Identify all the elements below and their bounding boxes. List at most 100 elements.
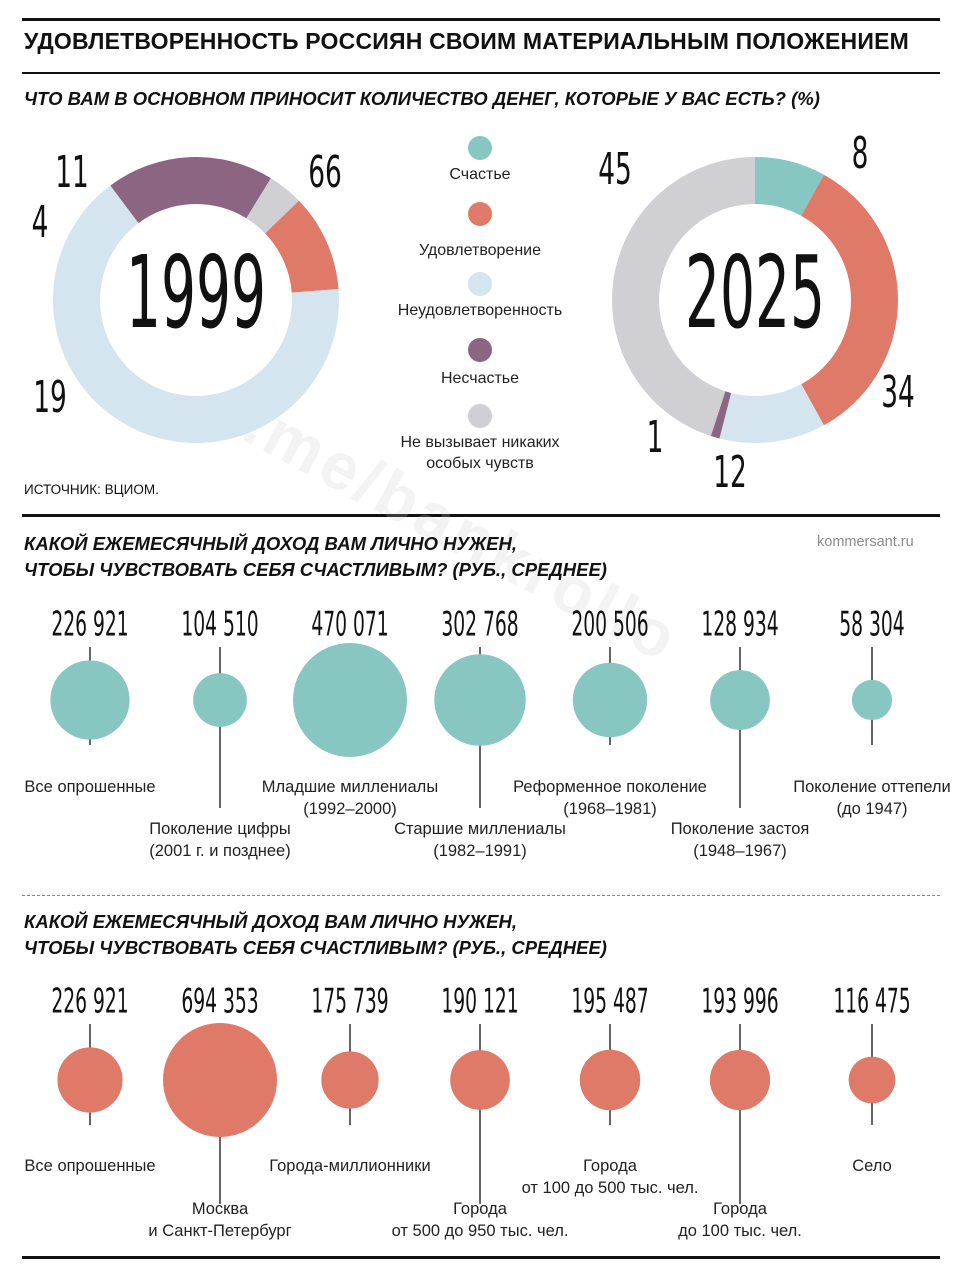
bubble-row1-bubble-3 (450, 1050, 510, 1110)
legend-unhappiness: Несчастье (380, 338, 580, 389)
bubble-row1-label-1: Москва (192, 1200, 249, 1218)
bubble-row1-sublabel-1: и Санкт-Петербург (148, 1222, 291, 1240)
legend-happiness: Счастье (380, 136, 580, 185)
donut-2025-slice-4 (612, 157, 755, 437)
donut-2025-value-label-1: 34 (881, 366, 915, 418)
donut-1999-slice-1 (265, 200, 339, 293)
bubble-row1-label-0: Все опрошенные (24, 1157, 155, 1175)
donut-1999-value-label-1: 11 (55, 146, 89, 198)
donut-2025-value-label-0: 8 (852, 127, 869, 179)
bubble-row0-label-5: Поколение застоя (671, 820, 810, 838)
bubble-row1-bubble-4 (579, 1049, 641, 1111)
bubble-row1-sublabel-3: от 500 до 950 тыс. чел. (392, 1222, 569, 1240)
section2-question-line1: КАКОЙ ЕЖЕМЕСЯЧНЫЙ ДОХОД ВАМ ЛИЧНО НУЖЕН, (24, 533, 518, 554)
section-rule (22, 514, 940, 517)
dotted-divider (22, 895, 940, 896)
legend-label-no-feelings: Не вызывает никаких особых чувств (400, 434, 560, 472)
legend-label-unhappiness: Несчастье (440, 370, 520, 387)
donut-2025-slice-2 (719, 384, 824, 444)
bubble-row0-bubble-5 (710, 670, 770, 730)
donut-2025-center-label: 2025 (685, 236, 825, 352)
bubble-row1-sublabel-4: от 100 до 500 тыс. чел. (522, 1179, 699, 1197)
bubble-row0-sublabel-1: (2001 г. и позднее) (149, 842, 290, 860)
bubble-row0-value-label-4: 200 506 (571, 606, 648, 644)
bubble-row1-bubble-1 (163, 1023, 277, 1137)
donut-2025-value-label-3: 1 (647, 411, 664, 463)
source-note: ИСТОЧНИК: ВЦИОМ. (24, 482, 159, 497)
legend-dot-unhappiness (468, 338, 492, 362)
section1-question: ЧТО ВАМ В ОСНОВНОМ ПРИНОСИТ КОЛИЧЕСТВО Д… (24, 88, 820, 109)
bubble-row0-label-4: Реформенное поколение (513, 778, 707, 796)
bubble-row0-label-1: Поколение цифры (149, 820, 290, 838)
bubble-row1-bubble-0 (57, 1047, 123, 1113)
legend-dissatisfaction: Неудовлетворенность (380, 272, 580, 321)
section3-question-line2: ЧТОБЫ ЧУВСТВОВАТЬ СЕБЯ СЧАСТЛИВЫМ? (РУБ.… (24, 937, 607, 958)
page-title: УДОВЛЕТВОРЕННОСТЬ РОССИЯН СВОИМ МАТЕРИАЛ… (24, 28, 909, 54)
bubble-row0-bubble-3 (434, 654, 526, 746)
donut-1999-center-label: 1999 (126, 236, 266, 352)
bubble-row0-bubble-2 (293, 643, 407, 757)
bubble-row1-label-2: Города-миллионники (269, 1157, 430, 1175)
legend-dot-dissatisfaction (468, 272, 492, 296)
bubble-row0-sublabel-5: (1948–1967) (693, 842, 787, 860)
bubble-row0-label-0: Все опрошенные (24, 778, 155, 796)
bubble-row1-label-6: Село (852, 1157, 892, 1175)
bubble-row1-value-label-6: 116 475 (833, 983, 910, 1021)
section2-question-line2: ЧТОБЫ ЧУВСТВОВАТЬ СЕБЯ СЧАСТЛИВЫМ? (РУБ.… (24, 559, 607, 580)
bubble-row1-value-label-4: 195 487 (571, 983, 648, 1021)
donut-2025-slice-3 (710, 391, 732, 439)
donut-2025-value-label-2: 12 (713, 446, 747, 498)
title-rule (22, 72, 940, 74)
bubble-row1-bubble-6 (848, 1056, 896, 1104)
donut-1999-slice-2 (52, 185, 339, 443)
legend-dot-happiness (468, 136, 492, 160)
source-site: kommersant.ru (817, 534, 914, 550)
bubble-row1-bubble-2 (321, 1051, 379, 1109)
bubble-row0-value-label-5: 128 934 (701, 606, 778, 644)
donut-1999-value-label-4: 4 (32, 196, 49, 248)
bubble-row0-label-6: Поколение оттепели (793, 778, 950, 796)
bubble-row1-label-3: Города (453, 1200, 508, 1218)
legend-label-satisfaction: Удовлетворение (419, 242, 541, 259)
legend-label-happiness: Счастье (449, 166, 511, 183)
bubble-row0-sublabel-4: (1968–1981) (563, 800, 657, 818)
bottom-rule (22, 1256, 940, 1259)
bubble-row1-bubble-5 (709, 1049, 771, 1111)
bubble-row1-value-label-5: 193 996 (701, 983, 778, 1021)
bubble-row0-sublabel-2: (1992–2000) (303, 800, 397, 818)
bubble-row1-value-label-2: 175 739 (311, 983, 388, 1021)
legend-label-dissatisfaction: Неудовлетворенность (397, 302, 563, 319)
bubble-row0-bubble-0 (50, 660, 130, 740)
bubble-row0-label-3: Старшие миллениалы (394, 820, 566, 838)
section3-question: КАКОЙ ЕЖЕМЕСЯЧНЫЙ ДОХОД ВАМ ЛИЧНО НУЖЕН,… (24, 909, 607, 961)
donut-2025-value-label-4: 45 (598, 143, 632, 195)
bubble-row0-value-label-3: 302 768 (441, 606, 518, 644)
bubble-row1-value-label-3: 190 121 (441, 983, 518, 1021)
bubble-row1-value-label-1: 694 353 (181, 983, 258, 1021)
donut-1999-slice-3 (110, 156, 271, 224)
bubble-row0-label-2: Младшие миллениалы (262, 778, 438, 796)
donut-1999-value-label-3: 19 (33, 371, 67, 423)
donut-2025-slice-1 (801, 174, 898, 426)
bubble-row0-bubble-4 (572, 662, 648, 738)
section2-question: КАКОЙ ЕЖЕМЕСЯЧНЫЙ ДОХОД ВАМ ЛИЧНО НУЖЕН,… (24, 531, 607, 583)
legend-dot-satisfaction (468, 202, 492, 226)
bubble-row0-value-label-6: 58 304 (839, 606, 904, 644)
bubble-row0-value-label-1: 104 510 (181, 606, 258, 644)
bubble-row0-sublabel-3: (1982–1991) (433, 842, 527, 860)
bubble-row0-bubble-1 (193, 673, 247, 727)
section3-question-line1: КАКОЙ ЕЖЕМЕСЯЧНЫЙ ДОХОД ВАМ ЛИЧНО НУЖЕН, (24, 911, 518, 932)
bubble-row1-label-5: Города (713, 1200, 768, 1218)
bubble-row0-value-label-2: 470 071 (311, 606, 388, 644)
bubble-row0-bubble-6 (851, 679, 893, 721)
legend-dot-no-feelings (468, 404, 492, 428)
bubble-row1-label-4: Города (583, 1157, 638, 1175)
donut-2025-slice-0 (755, 157, 824, 216)
legend-no-feelings: Не вызывает никаких особых чувств (390, 404, 570, 474)
donut-1999-value-label-2: 66 (308, 146, 342, 198)
top-rule (22, 18, 940, 21)
bubble-row0-sublabel-6: (до 1947) (836, 800, 907, 818)
donut-1999-slice-4 (246, 178, 299, 234)
bubble-row1-value-label-0: 226 921 (51, 983, 128, 1021)
